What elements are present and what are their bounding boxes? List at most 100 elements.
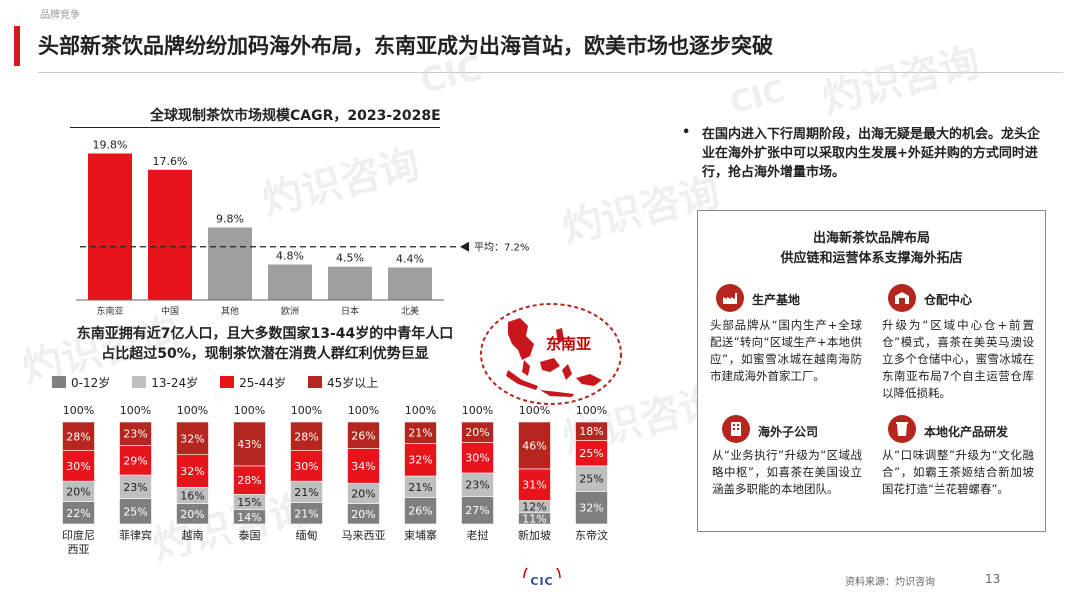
age-segment-label: 20% <box>465 426 489 439</box>
cagr-bar <box>268 264 312 300</box>
age-segment-label: 21% <box>408 427 432 440</box>
cagr-bar-chart: 19.8% 东南亚 17.6% 中国 9.8% 其他 4.8% 欧洲 4.5% 日本 4.4% 北美 平… <box>76 138 529 317</box>
legend-swatch <box>220 376 235 388</box>
age-segment <box>518 468 551 501</box>
cagr-category-label: 东南亚 <box>96 305 123 317</box>
age-segment-label: 21% <box>408 481 432 494</box>
section-tag: 品牌竞争 <box>40 10 80 21</box>
age-segment-label: 27% <box>465 504 489 517</box>
age-segment-label: 28% <box>237 474 261 487</box>
age-segment <box>461 421 494 443</box>
footer-logo: CIC <box>520 559 564 592</box>
cagr-chart-title-rule <box>70 127 440 128</box>
legend-item: 25-44岁 <box>220 374 286 390</box>
cagr-bar <box>328 266 372 300</box>
cell-head-warehouse: 仓配中心 <box>924 293 973 307</box>
cell-body-subsidiary: 从“业务执行”升级为“区域战略中枢”，如喜茶在美国设立涵盖多职能的本地团队。 <box>712 448 862 496</box>
age-segment-label: 20% <box>351 508 375 521</box>
cagr-value-label: 4.4% <box>396 252 424 265</box>
age-segment <box>290 421 323 451</box>
age-segment <box>575 491 608 525</box>
cagr-category-label: 中国 <box>161 305 179 317</box>
age-segment-label: 15% <box>237 496 261 509</box>
age-segment <box>575 465 608 492</box>
age-segment <box>347 421 380 449</box>
age-segment-label: 32% <box>408 454 432 467</box>
page-title: 头部新茶饮品牌纷纷加码海外布局，东南亚成为出海首站，欧美市场也逐步突破 <box>38 34 773 58</box>
sea-population-note: 东南亚拥有近7亿人口，且大多数国家13-44岁的中青年人口 占比超过50%，现制… <box>55 324 475 364</box>
age-segment-label: 21% <box>294 486 318 499</box>
cagr-value-label: 9.8% <box>216 212 244 225</box>
cagr-bar <box>148 169 192 300</box>
sea-map-label: 东南亚 <box>546 335 592 353</box>
age-segment-label: 28% <box>294 430 318 443</box>
age-category-label: 越南 <box>182 528 204 542</box>
age-segment-label: 32% <box>180 432 204 445</box>
age-segment <box>233 421 266 467</box>
legend-swatch <box>132 376 147 388</box>
age-category-label: 柬埔寨 <box>404 528 437 542</box>
age-total-label: 100% <box>234 404 265 417</box>
age-segment-label: 25% <box>579 473 603 486</box>
cagr-value-label: 19.8% <box>93 138 128 151</box>
cagr-value-label: 4.8% <box>276 249 304 262</box>
age-segment-label: 23% <box>465 479 489 492</box>
age-segment-label: 32% <box>180 465 204 478</box>
supply-chain-box: 出海新茶饮品牌布局 供应链和运营体系支撑海外拓店 生产基地 头部品牌从“国内生产… <box>697 210 1046 532</box>
age-category-label: 东帝汶 <box>575 528 608 542</box>
cagr-category-label: 北美 <box>401 305 419 317</box>
age-segment-label: 21% <box>294 507 318 520</box>
legend-item: 45岁以上 <box>308 374 378 390</box>
cagr-bar <box>88 153 132 300</box>
cell-body-warehouse: 升级为“区域中心仓+前置仓”模式，喜茶在美英马澳设立多个仓储中心，蜜雪冰城在东南… <box>882 318 1034 400</box>
cagr-category-label: 其他 <box>221 305 239 317</box>
age-segment <box>575 421 608 441</box>
age-segment <box>176 454 209 488</box>
footer-source: 资料来源：灼识咨询 <box>845 577 935 588</box>
age-segment-label: 23% <box>123 428 147 441</box>
age-segment-label: 30% <box>294 460 318 473</box>
age-segment <box>119 498 152 525</box>
age-segment-label: 20% <box>66 485 90 498</box>
building-icon <box>722 415 750 443</box>
cagr-bar <box>208 227 252 300</box>
age-segment-label: 30% <box>465 452 489 465</box>
cell-head-localization: 本地化产品研发 <box>924 425 1009 439</box>
cagr-average-arrow <box>460 241 469 252</box>
bullet-marker: • <box>682 125 691 140</box>
cell-head-subsidiary: 海外子公司 <box>758 425 819 439</box>
overseas-bullet: 在国内进入下行周期阶段，出海无疑是最大的机会。龙头企业在海外扩张中可以采取内生发… <box>702 127 1041 180</box>
age-category-label: 印度尼 <box>62 528 95 542</box>
age-segment-label: 31% <box>522 479 546 492</box>
age-segment <box>575 440 608 467</box>
age-segment-label: 30% <box>66 460 90 473</box>
box-title-line1: 出海新茶饮品牌布局 <box>812 231 930 246</box>
age-segment-label: 28% <box>66 430 90 443</box>
title-divider <box>38 72 1063 73</box>
age-segment-label: 16% <box>180 489 204 502</box>
age-segment-label: 25% <box>579 447 603 460</box>
age-segment <box>404 497 437 525</box>
age-segment-label: 11% <box>522 512 546 525</box>
legend-swatch <box>52 376 66 388</box>
cell-body-localization: 从“口味调整”升级为“文化融合”，如霸王茶姬结合新加坡国花打造“兰花碧螺春”。 <box>882 448 1034 496</box>
cagr-value-label: 4.5% <box>336 252 364 265</box>
legend-swatch <box>308 376 322 388</box>
age-total-label: 100% <box>291 404 322 417</box>
legend-label: 0-12岁 <box>71 375 111 390</box>
age-segment-label: 14% <box>237 511 261 524</box>
legend-item: 13-24岁 <box>132 374 198 390</box>
cagr-bar <box>388 267 432 300</box>
age-segment <box>176 421 209 455</box>
cagr-value-label: 17.6% <box>153 155 188 168</box>
age-segment <box>119 421 152 446</box>
box-title-line2: 供应链和运营体系支撑海外拓店 <box>780 251 963 266</box>
legend-label: 45岁以上 <box>327 375 379 390</box>
age-segment-label: 46% <box>522 439 546 452</box>
age-segment <box>119 445 152 476</box>
age-segment-label: 29% <box>123 454 147 467</box>
age-segment-label: 20% <box>180 508 204 521</box>
age-segment-label: 26% <box>351 429 375 442</box>
age-segment <box>347 448 380 484</box>
